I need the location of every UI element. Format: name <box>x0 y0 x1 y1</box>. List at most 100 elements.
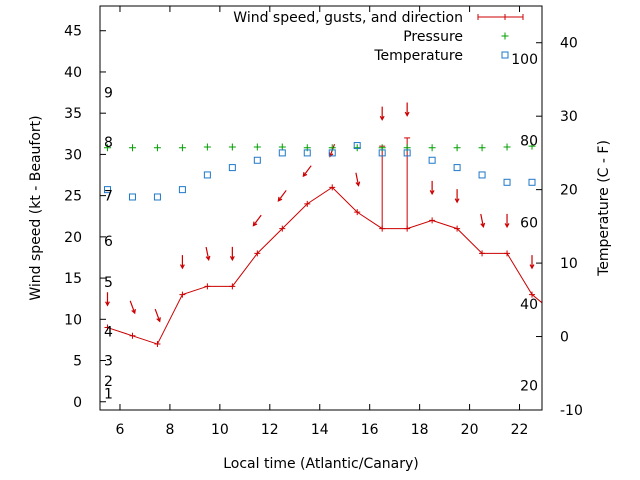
y-tick-label: 30 <box>64 147 82 163</box>
beaufort-label: 3 <box>104 354 113 370</box>
wind-speed-point <box>429 217 436 224</box>
y2-tick-label: 40 <box>560 36 578 52</box>
wind-speed-point <box>254 250 261 257</box>
legend-label-pressure: Pressure <box>403 29 463 45</box>
wind-speed-point <box>329 184 336 191</box>
y-tick-label: 40 <box>64 65 82 81</box>
x-tick-label: 10 <box>211 422 229 438</box>
beaufort-label: 2 <box>104 374 113 390</box>
beaufort-label: 8 <box>104 135 113 151</box>
y-tick-label: 45 <box>64 24 82 40</box>
pressure-point <box>428 144 436 152</box>
wind-speed-point <box>354 209 361 216</box>
wind-direction-arrow <box>154 308 161 323</box>
legend: Wind speed, gusts, and direction Pressure… <box>233 10 524 64</box>
fahrenheit-label: 60 <box>520 215 538 231</box>
temperature-point <box>403 149 411 157</box>
pressure-point <box>478 144 486 152</box>
wind-speed-point <box>454 225 461 232</box>
fahrenheit-label: 80 <box>520 134 538 150</box>
y-axis-label: Wind speed (kt - Beaufort) <box>28 115 44 300</box>
temperature-point <box>253 156 261 164</box>
legend-swatch-wind-point <box>502 14 508 20</box>
pressure-point <box>353 144 361 152</box>
plot-marks <box>103 102 543 348</box>
temperature-point <box>153 193 161 201</box>
beaufort-label: 6 <box>104 234 113 250</box>
pressure-point <box>503 143 511 151</box>
y-tick-label: 15 <box>64 271 82 287</box>
temperature-point <box>453 164 461 172</box>
wind-direction-arrow <box>529 255 535 270</box>
wind-direction-arrow <box>504 213 510 229</box>
y2-tick-label: 20 <box>560 183 578 199</box>
temperature-point <box>303 149 311 157</box>
fahrenheit-label: 20 <box>520 379 538 395</box>
wind-direction-arrow <box>129 300 136 315</box>
temperature-point <box>503 178 511 186</box>
fahrenheit-label: 100 <box>511 52 538 68</box>
pressure-point <box>203 143 211 151</box>
pressure-point <box>178 144 186 152</box>
x-tick-label: 20 <box>461 422 479 438</box>
wind-direction-arrow <box>302 165 312 178</box>
wind-speed-point <box>504 250 511 257</box>
beaufort-label: 1 <box>104 387 113 403</box>
beaufort-label: 7 <box>104 189 113 205</box>
y-tick-label: 20 <box>64 230 82 246</box>
x-axis-label: Local time (Atlantic/Canary) <box>223 456 419 472</box>
temperature-point <box>328 149 336 157</box>
beaufort-label: 5 <box>104 275 113 291</box>
pressure-point <box>453 144 461 152</box>
y-tick-label: 25 <box>64 189 82 205</box>
wind-direction-arrow <box>454 189 460 204</box>
wind-direction-arrow <box>429 180 435 196</box>
wind-speed-point <box>129 332 136 339</box>
wind-direction-arrow <box>105 292 110 307</box>
wind-speed-point <box>279 225 286 232</box>
temperature-point <box>278 149 286 157</box>
legend-label-wind: Wind speed, gusts, and direction <box>233 10 463 26</box>
y-tick-label: 10 <box>64 312 82 328</box>
wind-direction-arrow <box>355 172 361 187</box>
x-tick-label: 6 <box>116 422 125 438</box>
wind-speed-point <box>479 250 486 257</box>
temperature-point <box>128 193 136 201</box>
x-tick-label: 8 <box>165 422 174 438</box>
pressure-point <box>128 144 136 152</box>
wind-speed-point <box>104 324 111 331</box>
y2-tick-label: 30 <box>560 109 578 125</box>
temperature-point <box>178 186 186 194</box>
temperature-point <box>203 171 211 179</box>
wind-speed-point <box>204 283 211 290</box>
legend-label-temperature: Temperature <box>373 48 463 64</box>
plot-frame <box>99 5 543 411</box>
wind-speed-point <box>229 283 236 290</box>
wind-speed-point <box>154 341 161 348</box>
wind-direction-arrow <box>205 246 211 261</box>
y-tick-label: 5 <box>73 354 82 370</box>
legend-swatch-temperature <box>501 51 509 59</box>
fahrenheit-label: 40 <box>520 297 538 313</box>
y-tick-label: 0 <box>73 395 82 411</box>
wind-speed-point <box>304 200 311 207</box>
y2-tick-label: 0 <box>560 330 569 346</box>
temperature-point <box>478 171 486 179</box>
wind-speed-point <box>529 291 536 298</box>
wind-direction-arrow <box>252 214 262 227</box>
x-tick-label: 16 <box>361 422 379 438</box>
wind-direction-arrow <box>379 106 385 121</box>
wind-direction-arrow <box>179 255 185 270</box>
wind-speed-point <box>379 225 386 232</box>
temperature-point <box>353 142 361 150</box>
wind-direction-arrow <box>404 102 410 117</box>
x-tick-label: 22 <box>511 422 529 438</box>
beaufort-label: 4 <box>104 325 113 341</box>
pressure-point <box>528 142 536 150</box>
pressure-point <box>153 144 161 152</box>
y2-tick-label: -10 <box>560 403 583 419</box>
x-tick-label: 12 <box>261 422 279 438</box>
pressure-point <box>253 143 261 151</box>
y-tick-label: 35 <box>64 106 82 122</box>
